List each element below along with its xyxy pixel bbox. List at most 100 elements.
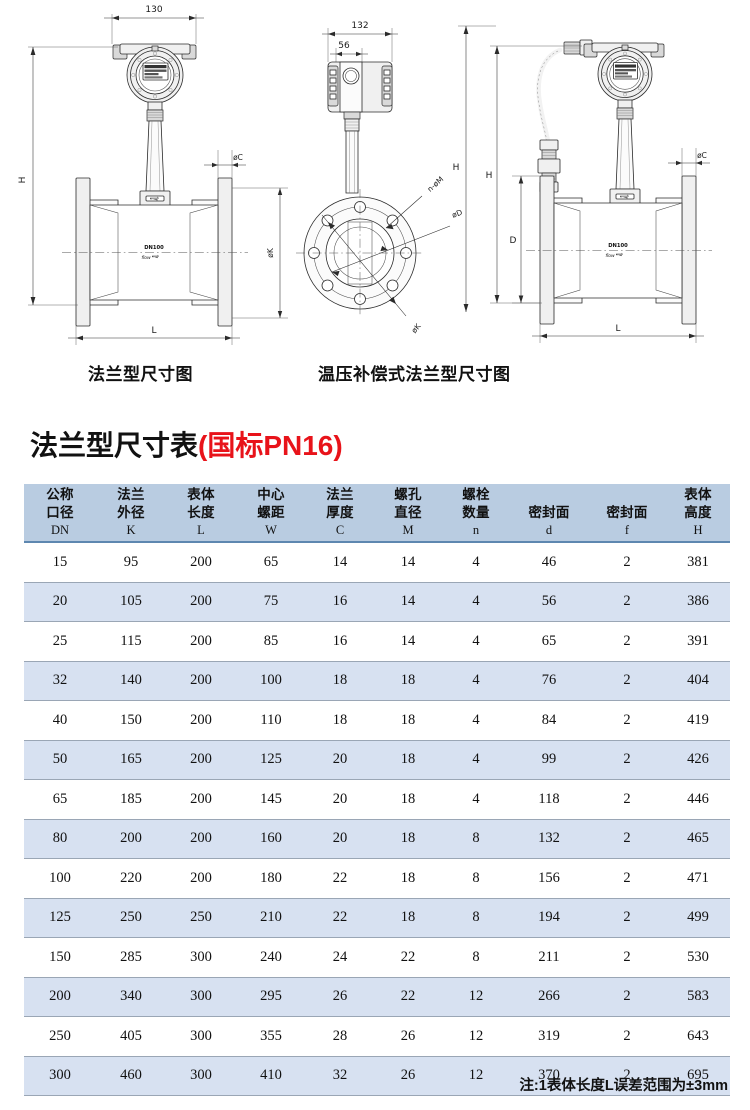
table-cell: 4 (442, 621, 510, 662)
dim-label-phi-c-right: øC (697, 151, 707, 160)
table-cell: 22 (374, 937, 442, 978)
table-cell: 4 (442, 779, 510, 820)
table-cell: 300 (24, 1056, 96, 1096)
table-cell: 300 (166, 1056, 236, 1096)
table-cell: 404 (666, 661, 730, 701)
caption-flange-type: 法兰型尺寸图 (88, 365, 193, 384)
col-header-m-cn1: 螺孔 (394, 487, 422, 503)
table-cell: 18 (374, 779, 442, 820)
col-header-dn-sym: DN (50, 523, 70, 537)
table-cell: 95 (96, 542, 166, 583)
col-header-m-cn2: 直径 (394, 505, 422, 521)
table-row: 25 115 200 85 16 14 4 65 2 391 (24, 621, 730, 662)
dim-label-phi-c-left: øC (233, 153, 243, 162)
table-cell: 4 (442, 661, 510, 701)
table-cell: 410 (236, 1056, 306, 1096)
table-cell: 643 (666, 1016, 730, 1057)
table-cell: 200 (166, 582, 236, 622)
col-header-n: 螺栓 数量 n (442, 484, 510, 543)
table-cell: 18 (306, 700, 374, 741)
col-header-w: 中心 螺距 W (236, 484, 306, 543)
table-cell: 8 (442, 937, 510, 978)
table-cell: 32 (24, 661, 96, 701)
body-label-dn: DN100 (144, 245, 164, 251)
table-row: 50 165 200 125 20 18 4 99 2 426 (24, 740, 730, 780)
caption-temp-pressure-compensated: 温压补偿式法兰型尺寸图 (318, 365, 511, 384)
table-cell: 22 (374, 977, 442, 1017)
table-row: 65 185 200 145 20 18 4 118 2 446 (24, 779, 730, 820)
col-header-m: 螺孔 直径 M (374, 484, 442, 543)
table-cell: 118 (510, 779, 588, 820)
table-cell: 160 (236, 819, 306, 859)
table-cell: 2 (588, 582, 666, 622)
table-cell: 14 (374, 621, 442, 662)
table-cell: 185 (96, 779, 166, 820)
table-cell: 499 (666, 898, 730, 938)
page-title-standard: (国标PN16) (198, 430, 343, 461)
diagram-captions: 法兰型尺寸图 温压补偿式法兰型尺寸图 (0, 358, 750, 396)
dim-label-phi-d: øD (451, 208, 464, 220)
dim-label-56: 56 (338, 41, 350, 51)
dimensions-table-wrapper: 公称 口径 DN 法兰 外径 K 表体 长度 L 中心 螺距 W (24, 484, 730, 1096)
table-cell: 14 (306, 542, 374, 583)
table-cell: 285 (96, 937, 166, 978)
table-cell: 200 (166, 819, 236, 859)
dim-label-132: 132 (351, 21, 368, 31)
table-cell: 25 (24, 621, 96, 662)
table-cell: 100 (24, 858, 96, 899)
table-row: 150 285 300 240 24 22 8 211 2 530 (24, 937, 730, 978)
table-cell: 50 (24, 740, 96, 780)
table-cell: 200 (96, 819, 166, 859)
table-row: 250 405 300 355 28 26 12 319 2 643 (24, 1016, 730, 1057)
table-cell: 125 (236, 740, 306, 780)
table-cell: 200 (166, 740, 236, 780)
col-header-k-sym: K (126, 523, 136, 537)
table-cell: 12 (442, 1016, 510, 1057)
col-header-n-cn2: 数量 (462, 505, 490, 521)
col-header-f: 密封面 f (588, 484, 666, 543)
col-header-h-sym: H (693, 523, 703, 537)
table-cell: 381 (666, 542, 730, 583)
table-cell: 26 (306, 977, 374, 1017)
dim-label-n-phi-m: n-øM (425, 175, 445, 194)
table-cell: 211 (510, 937, 588, 978)
table-cell: 200 (166, 779, 236, 820)
body-label-flow: flow (141, 255, 151, 261)
col-header-dn: 公称 口径 DN (24, 484, 96, 543)
table-cell: 18 (374, 740, 442, 780)
body-label-flow-right: flow (605, 253, 615, 259)
table-cell: 2 (588, 937, 666, 978)
table-header-row: 公称 口径 DN 法兰 外径 K 表体 长度 L 中心 螺距 W (24, 484, 730, 543)
table-cell: 76 (510, 661, 588, 701)
table-cell: 145 (236, 779, 306, 820)
table-cell: 4 (442, 700, 510, 741)
table-cell: 18 (306, 661, 374, 701)
table-row: 125 250 250 210 22 18 8 194 2 499 (24, 898, 730, 938)
table-cell: 319 (510, 1016, 588, 1057)
table-cell: 391 (666, 621, 730, 662)
col-header-f-sym: f (624, 522, 630, 537)
table-cell: 200 (166, 661, 236, 701)
table-body: 15 95 200 65 14 14 4 46 2 381 20 105 200 75 16 14 4 56 2 38… (24, 542, 730, 1096)
table-cell: 18 (374, 819, 442, 859)
table-cell: 180 (236, 858, 306, 899)
table-cell: 99 (510, 740, 588, 780)
table-cell: 200 (166, 700, 236, 741)
page-title-main: 法兰型尺寸表 (30, 430, 199, 461)
dim-label-130: 130 (145, 5, 162, 15)
col-header-h-cn1: 表体 (684, 487, 712, 503)
table-cell: 80 (24, 819, 96, 859)
table-cell: 85 (236, 621, 306, 662)
table-cell: 460 (96, 1056, 166, 1096)
table-cell: 8 (442, 819, 510, 859)
table-cell: 2 (588, 898, 666, 938)
table-cell: 2 (588, 700, 666, 741)
dim-label-h-left: H (18, 177, 28, 184)
table-row: 300 460 300 410 32 26 12 370 2 695 (24, 1056, 730, 1096)
dim-label-d-right: D (510, 236, 517, 246)
col-header-m-sym: M (402, 523, 414, 537)
col-header-h-cn2: 高度 (684, 505, 712, 521)
dim-label-l-left: L (151, 326, 156, 336)
table-cell: 583 (666, 977, 730, 1017)
table-cell: 24 (306, 937, 374, 978)
